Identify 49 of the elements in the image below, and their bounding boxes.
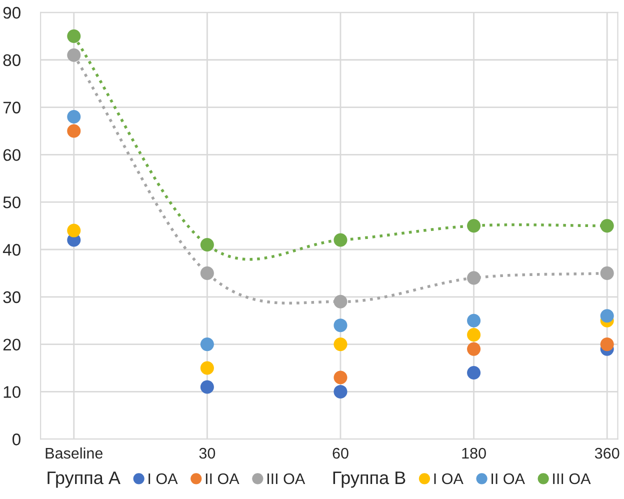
point: [467, 342, 481, 356]
y-tick-label: 0: [12, 434, 20, 446]
point: [600, 219, 614, 233]
y-tick-label: 30: [3, 291, 20, 304]
point: [467, 366, 481, 380]
legend-label: III OA: [553, 473, 591, 484]
point: [467, 328, 481, 342]
point: [467, 271, 481, 285]
point: [200, 338, 214, 352]
x-tick-label: 360: [594, 448, 620, 459]
point: [67, 48, 81, 62]
y-tick-label: 60: [3, 149, 20, 161]
legend-label: I OA: [148, 473, 178, 484]
point: [334, 370, 348, 384]
y-tick-label: 20: [3, 338, 20, 351]
point: [334, 384, 348, 398]
y-tick-label: 90: [3, 6, 20, 19]
point: [334, 338, 348, 352]
point: [200, 238, 214, 252]
point: [600, 338, 614, 352]
point: [600, 266, 614, 280]
point: [334, 318, 348, 332]
point: [200, 380, 214, 394]
text: Группа А: [48, 472, 120, 488]
y-tick-label: 10: [4, 386, 20, 398]
y-tick-label: 40: [2, 244, 20, 256]
legend-label: II OA: [206, 473, 240, 484]
x-tick-label: 180: [462, 448, 486, 459]
point: [200, 266, 214, 280]
legend-label: I OA: [434, 473, 464, 484]
y-tick-label: 80: [3, 54, 20, 66]
x-tick-label: Baseline: [46, 447, 103, 459]
point: [600, 309, 614, 323]
x-tick-label: 60: [332, 448, 348, 459]
point: [67, 29, 81, 43]
text: Группа В: [333, 472, 406, 488]
point: [67, 110, 81, 124]
point: [467, 219, 481, 233]
point: [467, 314, 481, 328]
legend-label: II OA: [492, 473, 525, 484]
point: [334, 233, 348, 247]
point: [200, 361, 214, 375]
point: [67, 224, 81, 238]
point: [67, 124, 81, 138]
legend-label: III OA: [267, 473, 306, 484]
x-tick-label: 30: [199, 448, 216, 459]
y-tick-label: 50: [3, 196, 20, 208]
y-tick-label: 70: [3, 102, 20, 114]
point: [334, 294, 348, 308]
